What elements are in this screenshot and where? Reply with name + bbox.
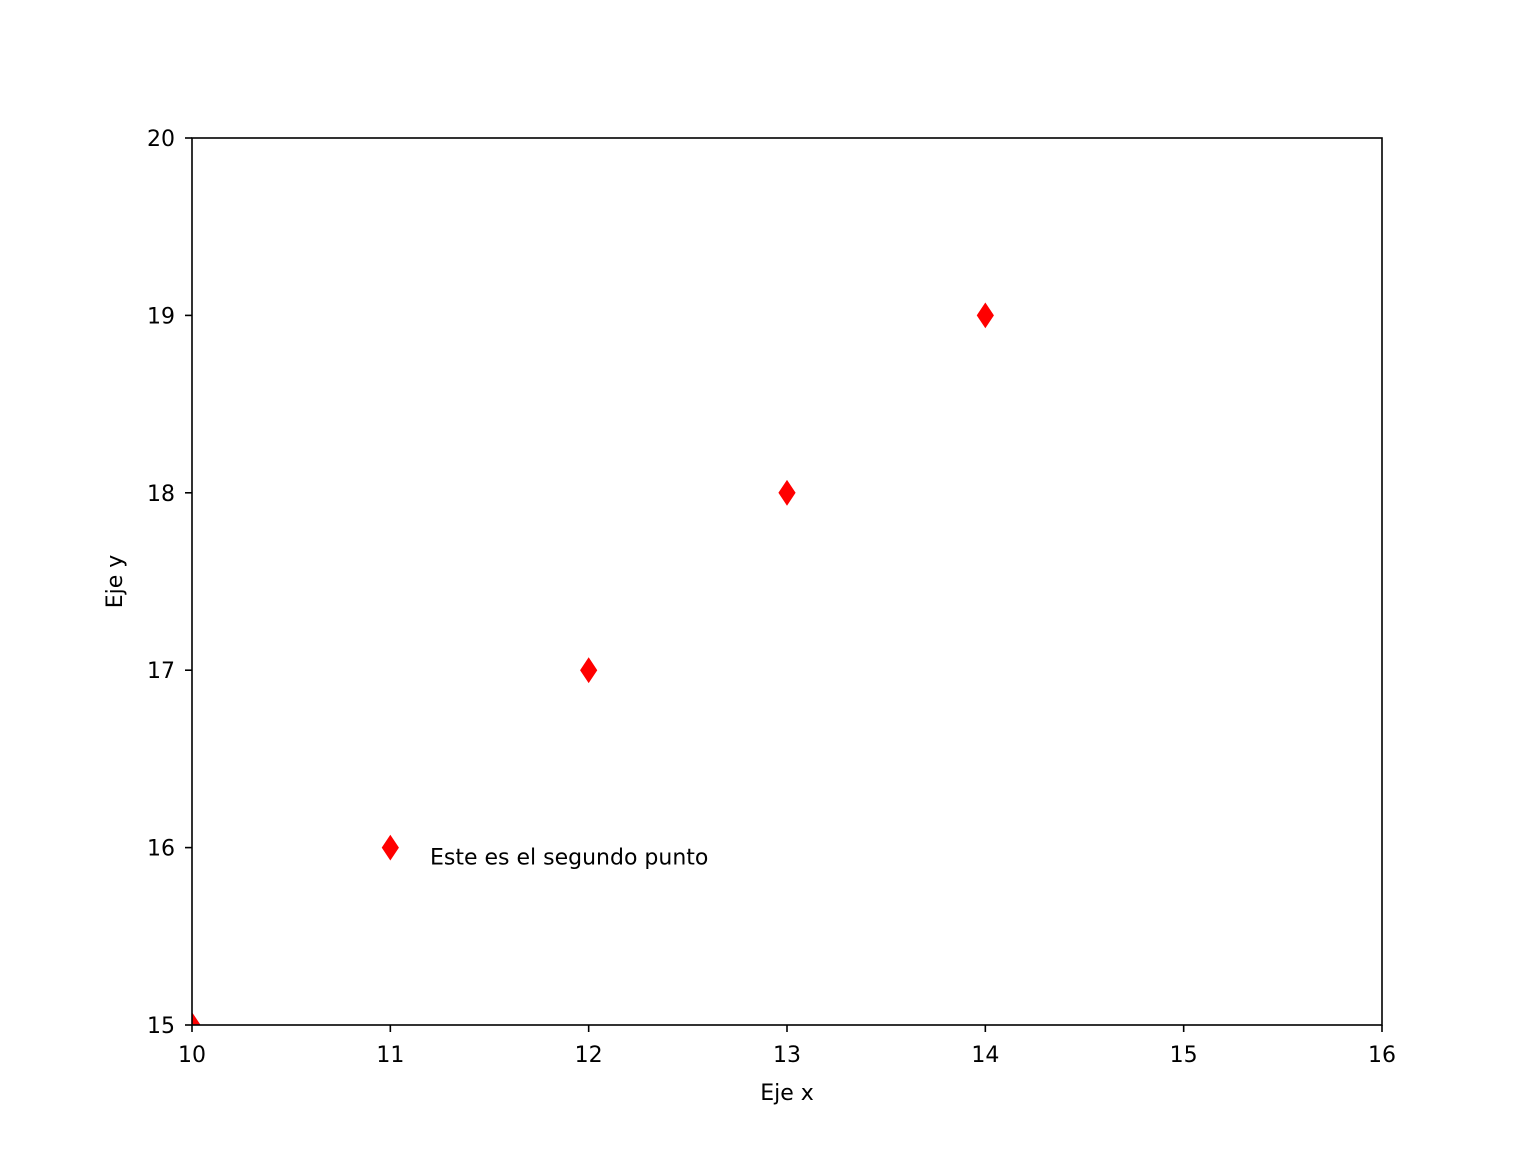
y-tick-label: 19 <box>147 304 175 329</box>
y-axis-label: Eje y <box>103 555 128 609</box>
data-point <box>778 479 796 506</box>
data-point <box>192 1012 201 1025</box>
y-tick-label: 20 <box>147 127 175 152</box>
x-tick-label: 13 <box>773 1043 801 1068</box>
x-axis-label: Eje x <box>760 1081 814 1106</box>
x-tick-label: 15 <box>1170 1043 1198 1068</box>
axes-frame <box>191 137 1383 1026</box>
y-tick-label: 18 <box>147 482 175 507</box>
x-tick-label: 16 <box>1368 1043 1396 1068</box>
data-point <box>976 302 994 329</box>
x-tick-label: 12 <box>575 1043 603 1068</box>
data-point <box>580 657 598 684</box>
data-points <box>192 302 994 1025</box>
y-tick-label: 16 <box>147 837 175 862</box>
annotations: Este es el segundo punto <box>430 845 708 870</box>
y-tick-label: 15 <box>147 1014 175 1039</box>
data-point <box>381 834 399 861</box>
x-tick-label: 14 <box>971 1043 999 1068</box>
axes: 10 11 12 13 14 15 16 15 16 17 18 19 20 <box>147 127 1396 1068</box>
x-tick-label: 10 <box>178 1043 206 1068</box>
annotation-text: Este es el segundo punto <box>430 845 708 870</box>
y-tick-label: 17 <box>147 659 175 684</box>
x-tick-label: 11 <box>376 1043 404 1068</box>
